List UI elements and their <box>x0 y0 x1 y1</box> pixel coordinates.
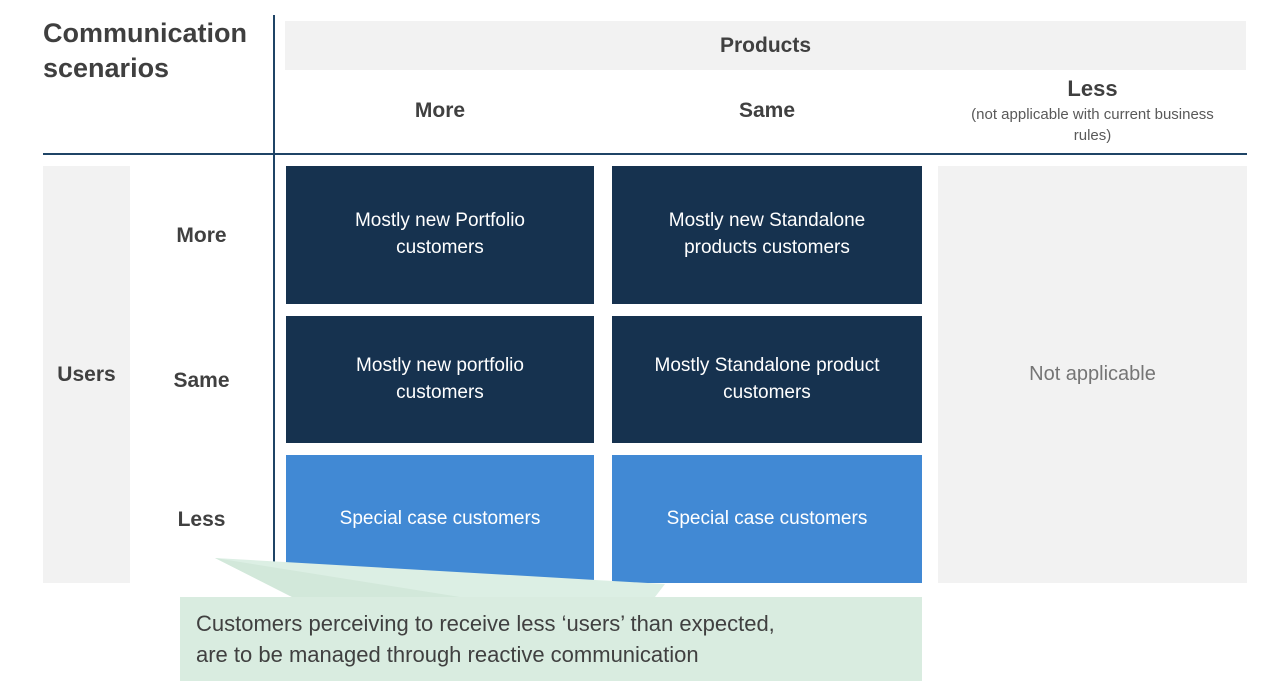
matrix-cell-not-applicable: Not applicable <box>938 166 1247 583</box>
matrix-cell-text: Mostly Standalone product customers <box>654 354 880 403</box>
matrix-cell-text: Special case customers <box>666 507 868 529</box>
matrix-cell-more-same: Mostly new Standalone products customers <box>612 166 922 304</box>
column-header-less-note: (not applicable with current business ru… <box>971 106 1214 144</box>
column-header-less: Less (not applicable with current busine… <box>938 76 1247 146</box>
matrix-cell-more-more: Mostly new Portfolio customers <box>286 166 594 304</box>
matrix-cell-text: Mostly new portfolio customers <box>356 354 524 403</box>
matrix-cell-text: Mostly new Portfolio customers <box>354 210 525 258</box>
users-axis-header: Users <box>43 166 130 583</box>
products-axis-header: Products <box>285 21 1246 70</box>
column-header-more: More <box>414 99 466 122</box>
matrix-cell-same-more: Mostly new portfolio customers <box>286 316 594 443</box>
matrix-cell-text: Special case customers <box>339 507 541 529</box>
not-applicable-label: Not applicable <box>1029 363 1156 385</box>
products-axis-label: Products <box>719 33 811 57</box>
axis-divider-horizontal <box>43 153 1247 155</box>
page-title: Communication scenarios <box>43 18 248 84</box>
column-header-less-label: Less <box>1067 76 1118 101</box>
users-axis-label: Users <box>57 362 116 386</box>
column-header-same: Same <box>738 99 796 122</box>
callout-line-1: Customers perceiving to receive less ‘us… <box>196 610 775 636</box>
matrix-cell-less-more: Special case customers <box>286 455 594 583</box>
row-header-same: Same <box>173 369 230 392</box>
matrix-cell-same-same: Mostly Standalone product customers <box>612 316 922 443</box>
matrix-cell-text: Mostly new Standalone products customers <box>668 210 866 258</box>
callout-note: Customers perceiving to receive less ‘us… <box>180 597 922 681</box>
callout-line-2: are to be managed through reactive commu… <box>196 642 699 667</box>
row-header-more: More <box>176 224 227 247</box>
matrix-cell-less-same: Special case customers <box>612 455 922 583</box>
axis-divider-vertical <box>273 15 275 583</box>
row-header-less: Less <box>177 508 226 531</box>
